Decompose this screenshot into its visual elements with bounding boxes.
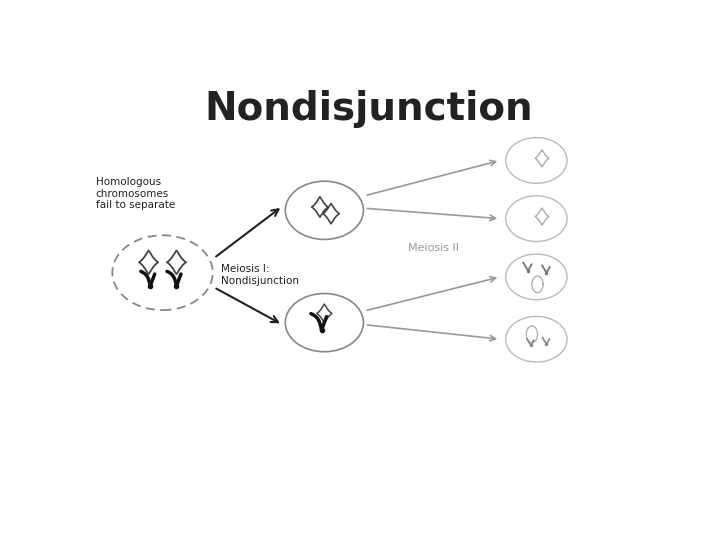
Text: Homologous
chromosomes
fail to separate: Homologous chromosomes fail to separate — [96, 177, 175, 210]
Text: Nondisjunction: Nondisjunction — [204, 90, 534, 128]
Text: Meiosis II: Meiosis II — [408, 243, 459, 253]
Text: Meiosis I:
Nondisjunction: Meiosis I: Nondisjunction — [221, 264, 299, 286]
